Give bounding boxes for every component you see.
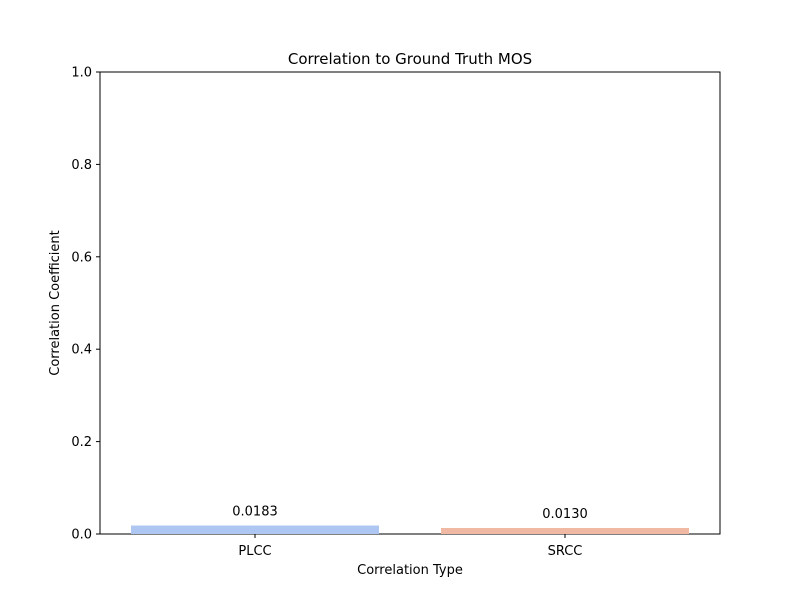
y-tick-label: 0.4 <box>71 343 92 358</box>
data-labels-group: 0.0183 0.0130 <box>232 505 588 522</box>
x-tick-label-plcc: PLCC <box>238 544 271 559</box>
data-label-srcc: 0.0130 <box>542 507 588 522</box>
bar-srcc <box>441 527 689 534</box>
y-tick-label: 0.6 <box>71 250 92 265</box>
y-tick-label: 1.0 <box>71 66 92 81</box>
chart-title: Correlation to Ground Truth MOS <box>288 50 532 68</box>
bar-plcc <box>131 525 379 534</box>
y-tick-label: 0.0 <box>71 528 92 543</box>
x-axis-label: Correlation Type <box>357 563 463 578</box>
y-axis-ticks: 0.0 0.2 0.4 0.6 0.8 1.0 <box>71 66 100 543</box>
x-axis-ticks: PLCC SRCC <box>238 534 582 559</box>
data-label-plcc: 0.0183 <box>232 505 278 520</box>
plot-area <box>99 71 721 535</box>
y-tick-label: 0.8 <box>71 158 92 173</box>
plot-frame <box>99 71 721 535</box>
y-tick-label: 0.2 <box>71 435 92 450</box>
x-tick-label-srcc: SRCC <box>548 544 583 559</box>
bars-group <box>131 525 689 534</box>
y-axis-label: Correlation Coefficient <box>48 230 63 376</box>
